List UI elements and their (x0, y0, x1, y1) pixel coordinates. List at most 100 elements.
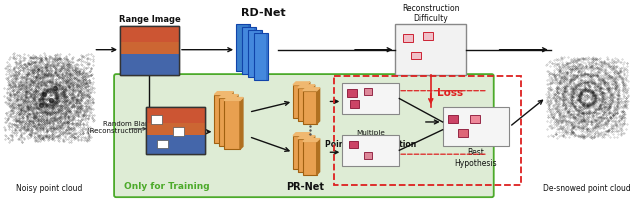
Point (26, 86, 36, 89)
Point (0, 133, 10, 136)
Point (557, 92, 567, 95)
Point (72, 83, 82, 86)
Point (76, 68, 86, 71)
Point (22, 66, 32, 69)
Point (52, 97, 62, 101)
Point (558, 104, 568, 107)
Point (31, 112, 42, 115)
Point (29, 61, 40, 64)
Point (614, 89, 624, 92)
Point (25, 63, 35, 67)
Point (77, 97, 87, 100)
Point (38, 90, 49, 93)
Point (64, 77, 74, 80)
Point (28, 95, 38, 98)
Point (550, 99, 561, 103)
Point (570, 85, 580, 88)
Point (569, 73, 579, 76)
Point (45, 103, 56, 106)
Point (37, 66, 47, 70)
Point (597, 64, 607, 67)
Point (29, 81, 40, 84)
Point (45, 88, 56, 91)
Point (560, 85, 570, 88)
Point (49, 122, 59, 126)
Point (596, 119, 607, 122)
Point (556, 120, 566, 123)
Point (28, 121, 38, 124)
Point (58, 111, 68, 114)
Point (614, 70, 624, 74)
Point (564, 115, 575, 119)
Point (36, 90, 47, 93)
Point (8, 94, 19, 97)
Bar (403, 34, 413, 42)
Point (556, 72, 566, 75)
Point (559, 107, 570, 110)
Point (576, 118, 586, 121)
Point (31, 128, 42, 131)
Point (559, 65, 570, 69)
Point (68, 95, 78, 99)
Point (598, 81, 608, 84)
Point (561, 92, 572, 95)
Point (577, 88, 587, 91)
Point (603, 88, 613, 91)
Point (53, 110, 63, 114)
Point (18, 82, 28, 86)
Point (22, 105, 33, 109)
Point (559, 135, 570, 138)
Point (59, 107, 69, 110)
Point (60, 92, 70, 95)
Point (73, 92, 83, 95)
Point (49, 139, 59, 142)
Point (83, 116, 93, 120)
Point (44, 73, 54, 77)
Point (615, 75, 625, 79)
Point (11, 113, 21, 116)
Point (16, 103, 26, 106)
Point (617, 129, 627, 132)
Point (40, 122, 51, 125)
Point (34, 118, 44, 121)
Point (60, 135, 70, 139)
Point (62, 122, 72, 125)
Point (71, 124, 81, 127)
Point (545, 101, 555, 105)
Point (568, 96, 578, 99)
Point (607, 125, 617, 128)
Point (619, 73, 629, 76)
Point (31, 106, 42, 110)
Point (50, 83, 60, 86)
Point (26, 115, 36, 119)
Point (559, 74, 569, 77)
Point (17, 99, 28, 102)
Bar (298, 139, 312, 172)
Point (42, 113, 52, 116)
Point (28, 90, 38, 93)
Point (21, 106, 31, 109)
Point (70, 100, 81, 103)
Point (63, 59, 73, 62)
Point (64, 119, 74, 122)
Point (20, 110, 31, 113)
Point (580, 75, 590, 78)
Bar (248, 24, 250, 71)
Point (52, 103, 63, 106)
Point (559, 91, 570, 94)
Point (5, 95, 15, 98)
Point (58, 87, 68, 90)
Point (37, 70, 47, 73)
Point (59, 113, 69, 116)
Bar (253, 27, 256, 74)
Point (63, 72, 73, 75)
Point (44, 92, 54, 95)
Polygon shape (224, 98, 243, 101)
Point (68, 55, 78, 58)
Point (19, 104, 29, 107)
Point (591, 125, 602, 128)
Point (44, 101, 54, 104)
Point (15, 134, 25, 137)
Point (51, 56, 61, 59)
Point (23, 89, 33, 93)
